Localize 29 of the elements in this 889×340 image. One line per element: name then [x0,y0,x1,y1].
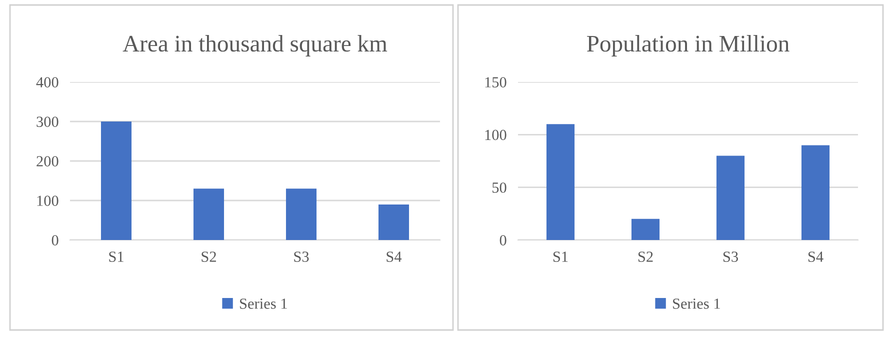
x-tick-label: S1 [109,252,124,262]
y-tick-label: 150 [485,77,506,88]
bar [193,188,224,240]
legend-label: Series 1 [240,298,287,309]
bar [546,124,575,240]
legend-label: Series 1 [673,298,720,309]
y-tick-label: 100 [37,196,58,206]
y-tick-label: 100 [485,130,506,140]
x-tick-label: S3 [294,252,309,262]
bar [100,122,132,240]
bar [631,218,660,240]
chart-title: Area in thousand square km [122,35,388,56]
x-tick-label: S4 [808,252,824,262]
y-tick-label: 400 [36,77,58,88]
y-tick-label: 0 [52,235,58,246]
y-tick-label: 0 [500,235,506,246]
chart-title: Population in Million [587,35,790,56]
bar [378,204,410,240]
x-tick-label: S2 [638,252,653,262]
bar [286,188,317,240]
x-tick-label: S1 [553,252,568,262]
x-tick-label: S2 [202,252,216,262]
y-tick-label: 50 [492,182,506,193]
x-tick-label: S4 [386,252,402,262]
y-tick-label: 300 [36,116,58,127]
bar [801,145,830,240]
y-tick-label: 200 [36,156,58,166]
bar [716,156,745,240]
x-tick-label: S3 [723,252,738,262]
